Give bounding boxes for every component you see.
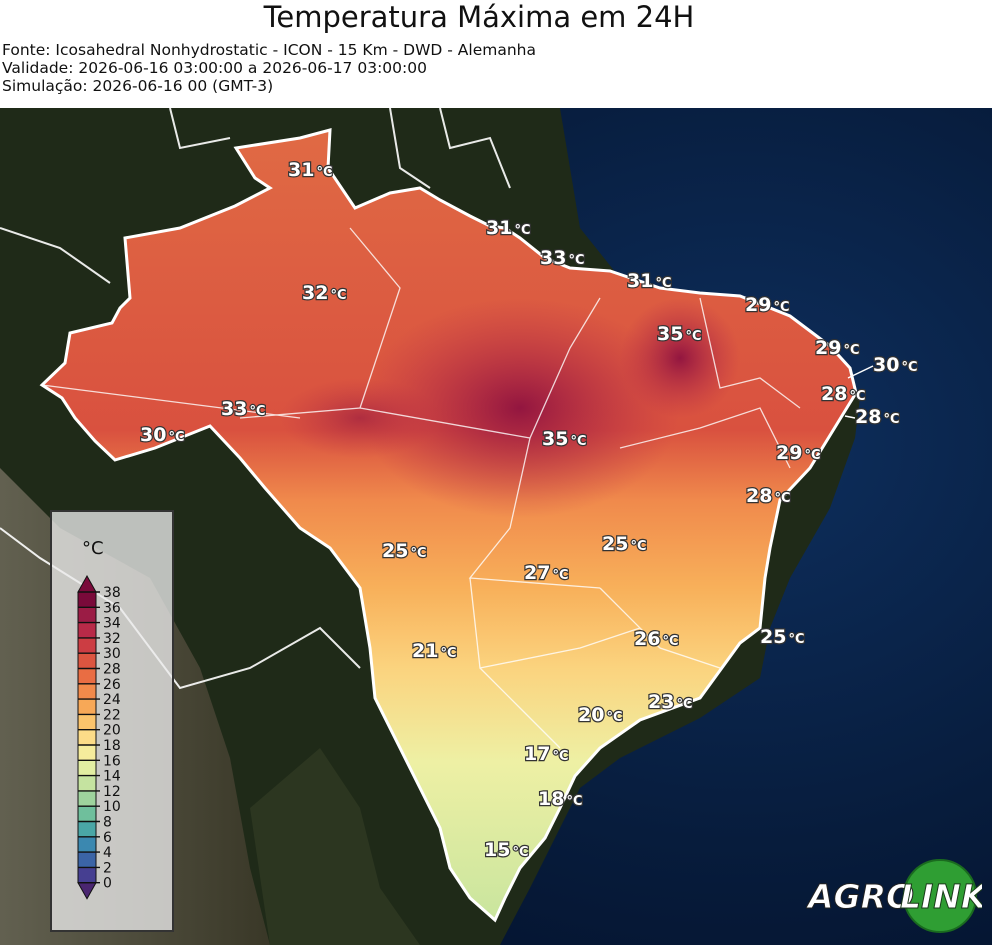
temp-label: 31 °C [486, 217, 531, 239]
temp-label: 26 °C [634, 628, 679, 650]
colorbar-tick-label: 10 [103, 799, 121, 815]
colorbar-segment [78, 592, 96, 608]
colorbar-segment [78, 836, 96, 853]
temp-label: 28 °C [855, 406, 900, 428]
temp-label: 28 °C [746, 485, 791, 507]
temp-label: 23 °C [648, 691, 693, 713]
temp-label: 33 °C [221, 398, 266, 420]
colorbar-tick-label: 26 [103, 677, 121, 693]
temp-label: 29 °C [745, 294, 790, 316]
colorbar-segment [78, 607, 96, 624]
source-line: Fonte: Icosahedral Nonhydrostatic - ICON… [2, 41, 536, 59]
colorbar-tick-label: 6 [103, 830, 112, 846]
colorbar-tick-label: 34 [103, 616, 121, 632]
temperature-legend: °C 38 36 34 32 30 28 26 24 22 20 18 16 14 12 10 8 6 4 2 0 [50, 510, 174, 932]
temp-label: 30 °C [140, 424, 185, 446]
legend-colorbar [77, 574, 97, 900]
temp-label: 15 °C [484, 839, 529, 861]
colorbar-min-arrow [77, 882, 97, 900]
colorbar-segment [78, 729, 96, 746]
temp-label: 33 °C [540, 247, 585, 269]
colorbar-segment [78, 821, 96, 838]
colorbar-tick-label: 4 [103, 845, 112, 861]
temp-label: 27 °C [524, 562, 569, 584]
colorbar-max-arrow [77, 574, 97, 593]
colorbar-tick-label: 16 [103, 753, 121, 769]
temp-label: 32 °C [302, 282, 347, 304]
colorbar-tick-label: 32 [103, 631, 121, 647]
temp-label: 21 °C [412, 640, 457, 662]
colorbar-tick-label: 12 [103, 784, 121, 800]
temp-label: 29 °C [776, 442, 821, 464]
temp-label: 35 °C [542, 428, 587, 450]
colorbar-tick-label: 0 [103, 876, 112, 892]
temp-label: 30 °C [873, 354, 918, 376]
colorbar-segment [78, 867, 96, 884]
temp-label: 25 °C [602, 533, 647, 555]
legend-unit: °C [82, 538, 104, 559]
colorbar-tick-label: 2 [103, 860, 112, 876]
colorbar-tick-label: 14 [103, 769, 121, 785]
logo-text-link: LINK [900, 877, 982, 916]
simulation-line: Simulação: 2026-06-16 00 (GMT-3) [2, 77, 274, 95]
agrolink-logo: AGRO LINK [805, 858, 989, 934]
colorbar-segment [78, 683, 96, 700]
colorbar-tick-label: 24 [103, 692, 121, 708]
colorbar-segment [78, 852, 96, 868]
southern-plains [250, 748, 420, 945]
logo-text-agro: AGRO [806, 877, 914, 916]
colorbar-tick-label: 36 [103, 600, 121, 616]
temp-label: 18 °C [538, 788, 583, 810]
temp-label: 25 °C [760, 626, 805, 648]
colorbar-segment [78, 622, 96, 639]
validity-line: Validade: 2026-06-16 03:00:00 a 2026-06-… [2, 59, 427, 77]
colorbar-segment [78, 775, 96, 792]
colorbar-segment [78, 653, 96, 669]
temp-label: 31 °C [627, 270, 672, 292]
colorbar-tick-label: 8 [103, 815, 112, 831]
temperature-labels: 31 °C 31 °C 33 °C 32 °C 31 °C 29 °C 35 °C 29 °C … [139, 158, 919, 862]
temp-label: 25 °C [382, 540, 427, 562]
temp-label: 20 °C [578, 704, 623, 726]
temp-label: 17 °C [524, 743, 569, 765]
temp-label: 31 °C [288, 159, 333, 181]
colorbar-tick-label: 30 [103, 646, 121, 662]
colorbar-segment [78, 806, 96, 822]
colorbar-segment [78, 790, 96, 807]
colorbar-tick-label: 38 [103, 585, 121, 601]
colorbar-tick-label: 18 [103, 738, 121, 754]
colorbar-segment [78, 745, 96, 761]
colorbar-tick-label: 20 [103, 723, 121, 739]
temp-label: 29 °C [815, 337, 860, 359]
colorbar-segment [78, 699, 96, 715]
colorbar-segment [78, 668, 96, 685]
colorbar-segment [78, 637, 96, 654]
temp-label: 35 °C [657, 323, 702, 345]
map-title: Temperatura Máxima em 24H [263, 0, 695, 34]
colorbar-tick-label: 28 [103, 662, 121, 678]
colorbar-tick-label: 22 [103, 707, 121, 723]
colorbar-segment [78, 760, 96, 777]
colorbar-segment [78, 714, 96, 731]
temp-label: 28 °C [821, 383, 866, 405]
